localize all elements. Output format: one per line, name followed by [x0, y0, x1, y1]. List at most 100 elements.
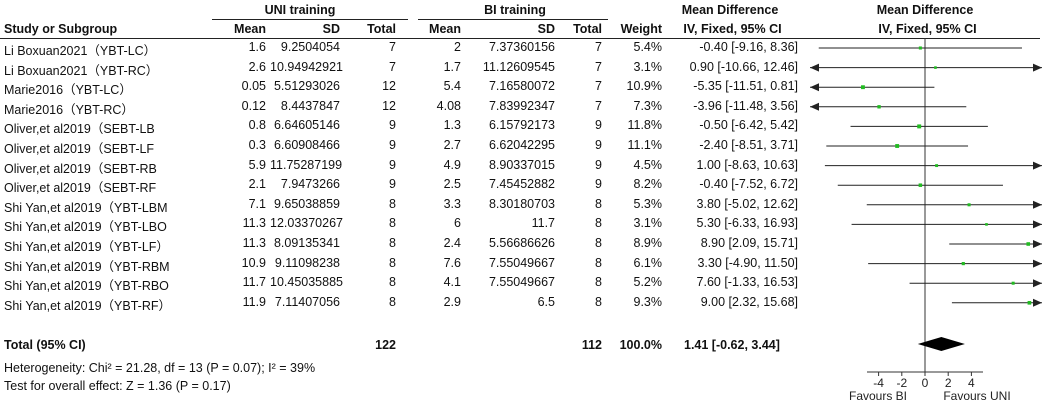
point-estimate	[1011, 281, 1015, 285]
mean1-cell: 0.05	[241, 79, 266, 94]
sd2-cell: 6.62042295	[488, 138, 555, 152]
ci-cell: -0.40 [-7.52, 6.72]	[699, 177, 798, 192]
mean1-cell: 11.3	[242, 216, 266, 231]
group1-underline	[212, 19, 408, 20]
weight-cell: 8.2%	[633, 177, 663, 192]
mean1-cell: 2.1	[248, 177, 266, 192]
sd2-cell: 8.30180703	[488, 196, 555, 211]
ci-cell: -2.40 [-8.51, 3.71]	[699, 138, 798, 152]
study-name: Shi Yan,et al2019（YBT-RBM	[4, 259, 170, 274]
mean2-cell: 3.3	[443, 196, 461, 211]
ci-arrow-left	[810, 83, 819, 92]
point-estimate	[917, 124, 922, 129]
sd1-cell: 10.94942921	[270, 59, 343, 74]
mean1-cell: 10.9	[241, 255, 266, 270]
ci-arrow-right	[1033, 63, 1042, 72]
total-n1: 122	[375, 338, 396, 352]
mean2-cell: 2.7	[443, 138, 461, 152]
header-underline	[0, 38, 1040, 39]
group2-header: BI training	[484, 3, 546, 17]
weight-cell: 3.1%	[633, 59, 663, 74]
n2-cell: 9	[595, 157, 602, 172]
study-name: Marie2016（YBT-LC）	[4, 83, 132, 98]
study-name: Oliver,et al2019（SEBT-RB	[4, 161, 157, 176]
ci-cell: -5.35 [-11.51, 0.81]	[693, 79, 798, 94]
sd2-cell: 7.83992347	[488, 98, 555, 113]
total-weight: 100.0%	[619, 338, 662, 352]
ci-arrow-right	[1033, 279, 1042, 288]
ci-cell: 8.90 [2.09, 15.71]	[700, 236, 798, 250]
sd1-cell: 12.03370267	[270, 216, 343, 231]
n2-cell: 8	[595, 275, 602, 290]
weight-cell: 11.1%	[627, 138, 662, 152]
study-name: Oliver,et al2019（SEBT-RF	[4, 181, 157, 196]
point-estimate	[961, 262, 965, 266]
point-estimate	[1026, 242, 1031, 246]
weight-cell: 4.5%	[633, 157, 663, 172]
sd1-cell: 6.60908466	[273, 138, 340, 152]
study-name: Shi Yan,et al2019（YBT-RF）	[4, 298, 171, 313]
ci-cell: 7.60 [-1.33, 16.53]	[696, 275, 798, 290]
mean1-cell: 7.1	[248, 196, 266, 211]
weight-cell: 7.3%	[633, 98, 663, 113]
n1-cell: 7	[389, 40, 396, 54]
sd1-cell: 8.4437847	[280, 98, 340, 113]
ci-cell: 9.00 [2.32, 15.68]	[700, 294, 798, 309]
mean2-cell: 6	[454, 216, 461, 231]
weight-cell: 5.4%	[633, 40, 663, 54]
point-estimate	[877, 105, 881, 109]
sd2-cell: 7.55049667	[488, 275, 555, 290]
study-name: Shi Yan,et al2019（YBT-LF）	[4, 240, 169, 254]
n2-cell: 7	[595, 98, 602, 113]
axis-tick-label: -4	[873, 376, 884, 390]
total-ci: 1.41 [-0.62, 3.44]	[684, 338, 780, 352]
n1-cell: 9	[389, 138, 396, 152]
sd1-cell: 9.65038859	[273, 196, 340, 211]
point-estimate	[918, 183, 923, 187]
n2-cell: 9	[595, 138, 602, 152]
sd1-cell: 9.2504054	[280, 40, 340, 54]
n2-cell: 8	[595, 255, 602, 270]
n1-cell: 9	[389, 157, 396, 172]
study-name: Oliver,et al2019（SEBT-LB	[4, 122, 155, 137]
n2-cell: 8	[595, 196, 602, 211]
mean1-cell: 11.7	[242, 275, 266, 290]
mean1-cell: 0.8	[248, 118, 266, 133]
mean2-cell: 1.3	[443, 118, 461, 133]
study-name: Shi Yan,et al2019（YBT-LBO	[4, 220, 167, 235]
sd1-cell: 11.75287199	[270, 157, 343, 172]
ci-arrow-left	[810, 102, 819, 111]
mean2-cell: 5.4	[443, 79, 461, 94]
sd2-cell: 11.12609545	[482, 59, 555, 74]
sd1-cell: 6.64605146	[273, 118, 340, 133]
mean2-cell: 7.6	[443, 255, 461, 270]
weight-cell: 5.2%	[633, 275, 663, 290]
sd1-cell: 5.51293026	[273, 79, 340, 94]
n2-cell: 7	[595, 59, 602, 74]
axis-tick-label: -2	[896, 376, 907, 390]
total-n2: 112	[581, 338, 602, 352]
ci-arrow-right	[1033, 161, 1042, 170]
sd2-cell: 11.7	[531, 216, 555, 231]
mean2-cell: 4.9	[443, 157, 461, 172]
ci-cell: -0.50 [-6.42, 5.42]	[699, 118, 798, 133]
study-name: Shi Yan,et al2019（YBT-RBO	[4, 279, 169, 294]
pooled-diamond	[917, 337, 965, 351]
ci-arrow-right	[1033, 220, 1042, 229]
col-mean2-header: Mean	[429, 22, 461, 36]
sd1-cell: 10.45035885	[270, 275, 343, 290]
mean2-cell: 2.5	[443, 177, 461, 192]
col-total1-header: Total	[367, 22, 396, 36]
weight-cell: 5.3%	[633, 196, 663, 211]
n2-cell: 8	[595, 236, 602, 250]
mean2-cell: 2	[454, 40, 461, 54]
ci-cell: 3.30 [-4.90, 11.50]	[697, 255, 798, 270]
point-estimate	[895, 144, 900, 148]
n1-cell: 8	[389, 236, 396, 250]
weight-cell: 3.1%	[633, 216, 663, 231]
col-study-header: Study or Subgroup	[4, 22, 118, 36]
ci-cell: 3.80 [-5.02, 12.62]	[696, 196, 798, 211]
mean1-cell: 11.3	[242, 236, 266, 250]
sd2-cell: 5.56686626	[488, 236, 555, 250]
point-estimate	[918, 46, 922, 50]
